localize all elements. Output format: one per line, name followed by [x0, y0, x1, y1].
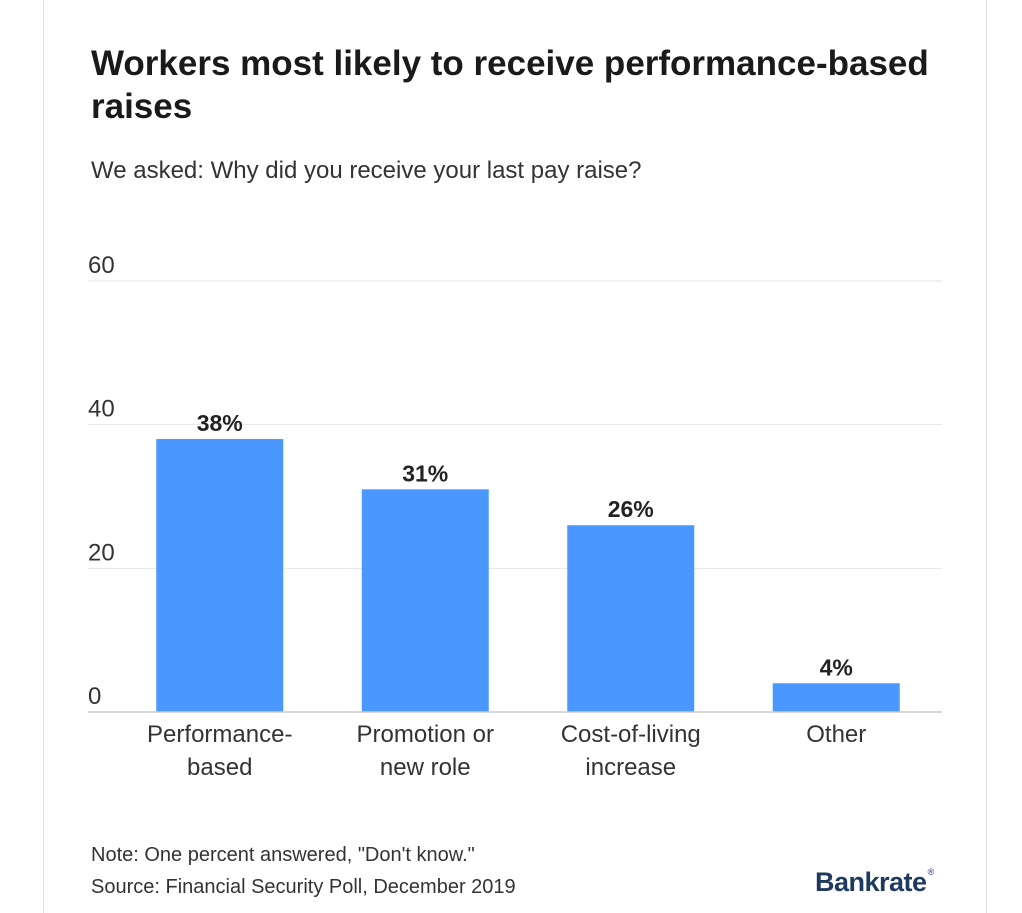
footnote: Note: One percent answered, "Don't know.…	[91, 844, 475, 866]
x-tick-label: Cost-of-living	[561, 721, 701, 748]
x-tick-label: new role	[380, 754, 471, 781]
bar	[567, 525, 695, 712]
y-tick-label: 0	[88, 683, 101, 710]
x-tick-label: Performance-	[147, 721, 292, 748]
bar-value-label: 4%	[820, 654, 853, 680]
chart-title: Workers most likely to receive performan…	[91, 44, 929, 126]
chart-frame	[43, 0, 987, 913]
logo-text: Bankrate	[815, 867, 927, 897]
source-note: Source: Financial Security Poll, Decembe…	[91, 876, 516, 898]
bar-value-label: 38%	[197, 410, 243, 436]
y-tick-label: 20	[88, 539, 115, 566]
bar	[156, 439, 284, 712]
bar	[772, 683, 900, 712]
logo-registered-mark: ®	[927, 867, 935, 877]
x-tick-label: based	[187, 754, 252, 781]
bankrate-logo: Bankrate®	[815, 867, 934, 898]
bar-value-label: 31%	[402, 460, 448, 486]
y-tick-label: 40	[88, 396, 115, 423]
x-tick-label: Promotion or	[357, 721, 494, 748]
chart-subtitle: We asked: Why did you receive your last …	[91, 157, 642, 184]
x-tick-label: increase	[585, 754, 676, 781]
x-tick-label: Other	[806, 721, 866, 748]
bar	[361, 489, 489, 712]
y-tick-label: 60	[88, 252, 115, 279]
bar-value-label: 26%	[608, 496, 654, 522]
